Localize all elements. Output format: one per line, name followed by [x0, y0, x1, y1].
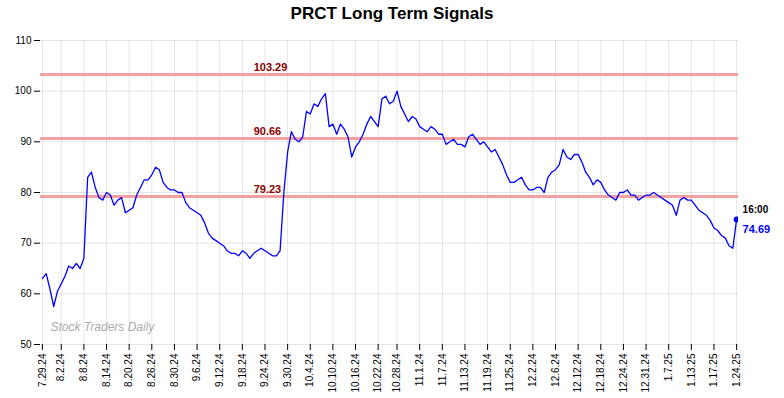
- svg-text:74.69: 74.69: [743, 223, 771, 235]
- svg-text:11.7.24: 11.7.24: [437, 353, 448, 386]
- svg-text:100: 100: [15, 85, 32, 96]
- svg-text:8.20.24: 8.20.24: [123, 353, 134, 387]
- svg-text:80: 80: [20, 187, 32, 198]
- svg-text:79.23: 79.23: [254, 183, 282, 195]
- svg-text:8.14.24: 8.14.24: [101, 353, 112, 387]
- svg-text:10.16.24: 10.16.24: [350, 353, 361, 392]
- svg-text:11.1.24: 11.1.24: [414, 353, 425, 386]
- svg-text:12.31.24: 12.31.24: [640, 353, 651, 392]
- svg-text:9.30.24: 9.30.24: [282, 353, 293, 387]
- svg-text:7.29.24: 7.29.24: [37, 353, 48, 387]
- svg-text:110: 110: [16, 35, 32, 46]
- svg-text:10.22.24: 10.22.24: [372, 353, 383, 392]
- svg-text:12.6.24: 12.6.24: [550, 353, 561, 387]
- svg-text:10.4.24: 10.4.24: [304, 353, 315, 387]
- svg-text:1.7.25: 1.7.25: [663, 353, 674, 381]
- svg-text:90: 90: [20, 136, 32, 147]
- svg-text:10.10.24: 10.10.24: [327, 353, 338, 392]
- svg-text:103.29: 103.29: [254, 61, 288, 73]
- svg-text:50: 50: [20, 339, 32, 350]
- svg-text:1.24.25: 1.24.25: [731, 353, 742, 387]
- svg-text:11.13.24: 11.13.24: [459, 353, 470, 392]
- svg-text:11.25.24: 11.25.24: [504, 353, 515, 392]
- svg-text:10.28.24: 10.28.24: [391, 353, 402, 392]
- svg-text:8.2.24: 8.2.24: [55, 353, 66, 381]
- svg-text:12.2.24: 12.2.24: [527, 353, 538, 387]
- svg-text:16:00: 16:00: [743, 204, 769, 215]
- svg-text:70: 70: [20, 237, 32, 248]
- html-text:PRCT Long Term Signals: PRCT Long Term Signals: [290, 4, 494, 23]
- svg-text:12.18.24: 12.18.24: [595, 353, 606, 392]
- svg-text:90.66: 90.66: [254, 125, 282, 137]
- svg-text:9.18.24: 9.18.24: [237, 353, 248, 387]
- svg-text:8.30.24: 8.30.24: [169, 353, 180, 387]
- svg-text:1.13.25: 1.13.25: [686, 353, 697, 387]
- svg-text:12.12.24: 12.12.24: [572, 353, 583, 392]
- svg-text:11.19.24: 11.19.24: [482, 353, 493, 392]
- svg-text:8.8.24: 8.8.24: [78, 353, 89, 381]
- svg-text:9.24.24: 9.24.24: [259, 353, 270, 387]
- svg-text:Stock Traders Daily: Stock Traders Daily: [51, 320, 156, 334]
- svg-text:9.12.24: 9.12.24: [214, 353, 225, 387]
- svg-text:12.24.24: 12.24.24: [618, 353, 629, 392]
- svg-text:9.6.24: 9.6.24: [191, 353, 202, 381]
- svg-text:60: 60: [20, 288, 32, 299]
- svg-text:8.26.24: 8.26.24: [146, 353, 157, 387]
- svg-text:1.17.25: 1.17.25: [708, 353, 719, 387]
